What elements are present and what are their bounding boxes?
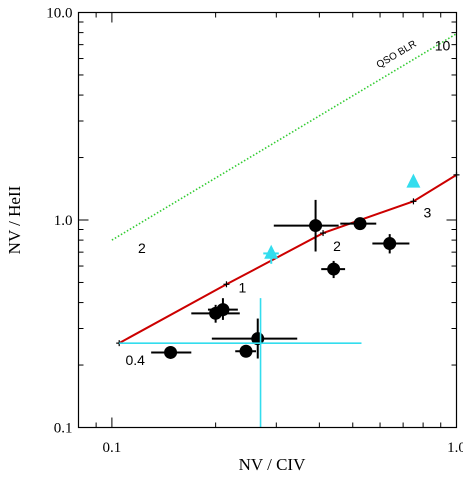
y-tick-label: 10.0 bbox=[46, 6, 72, 22]
data-point bbox=[164, 345, 178, 359]
curve-marker-label: 0.4 bbox=[125, 352, 145, 368]
curve-marker-label: 3 bbox=[424, 204, 432, 220]
data-point-triangle bbox=[264, 244, 279, 259]
curve-marker-label: 1 bbox=[239, 279, 247, 295]
axes: 0.1 1.0 0.1 1.0 10.0 bbox=[46, 6, 463, 457]
y-tick-label: 0.1 bbox=[54, 421, 73, 437]
x-axis-label: NV / CIV bbox=[239, 455, 306, 474]
x-tick-label: 0.1 bbox=[103, 440, 122, 456]
data-point bbox=[327, 262, 341, 276]
data-point bbox=[216, 303, 230, 317]
data-point-triangle bbox=[406, 173, 421, 188]
model-curve bbox=[118, 174, 458, 344]
qso-blr-curve bbox=[111, 33, 457, 241]
data-point bbox=[239, 344, 253, 358]
data-point bbox=[309, 219, 323, 233]
data-point bbox=[353, 217, 367, 231]
curve-marker-label: 2 bbox=[138, 240, 146, 256]
curve-marker-label: 2 bbox=[333, 238, 341, 254]
data-point bbox=[383, 237, 397, 251]
y-tick-label: 1.0 bbox=[54, 213, 73, 229]
x-tick-label: 1.0 bbox=[447, 440, 463, 456]
curve-name-label: QSO BLR bbox=[375, 39, 419, 71]
y-axis-label: NV / HeII bbox=[5, 185, 24, 254]
curve-marker-label: 10 bbox=[435, 38, 451, 54]
